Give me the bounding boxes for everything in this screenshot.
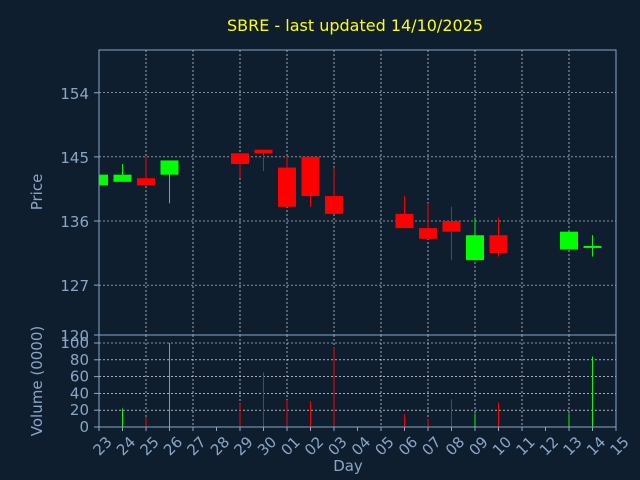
volume-axis-label: Volume (0000) [28,326,46,436]
candle-body [137,178,155,186]
candle-body [466,235,484,261]
x-tick-label: 01 [278,433,304,459]
candles [98,149,602,261]
x-tick-label: 04 [348,433,374,459]
volume-tick-label: 20 [70,401,89,419]
candle-body [160,160,179,175]
x-tick-label: 07 [419,433,445,459]
x-tick-label: 30 [254,433,280,459]
x-tick-label: 26 [160,433,186,459]
x-tick-label: 24 [113,433,139,459]
x-tick-label: 15 [607,433,633,459]
candle-body [419,228,437,239]
candle-body [325,196,343,214]
volume-tick-label: 0 [79,418,89,436]
volume-tick-label: 80 [70,351,89,369]
candle-body [301,156,320,197]
volume-tick-label: 40 [70,384,89,402]
candle-body [489,235,508,254]
x-tick-label: 02 [301,433,327,459]
volume-tick-label: 60 [70,368,89,386]
x-tick-label: 12 [536,433,562,459]
x-tick-label: 10 [489,433,515,459]
volume-panel-frame [98,334,617,428]
price-tick-label: 120 [60,327,89,345]
candle-body [254,149,273,154]
candle-body [583,245,602,248]
x-tick-label: 28 [207,433,233,459]
x-tick-label: 11 [513,433,539,459]
volume-grid [99,335,616,427]
price-tick-label: 127 [60,277,89,295]
x-tick-label: 13 [560,433,586,459]
x-tick-label: 25 [137,433,163,459]
chart-title: SBRE - last updated 14/10/2025 [227,16,483,35]
x-tick-label: 08 [442,433,468,459]
candle-body [395,213,414,229]
x-tick-label: 14 [583,433,609,459]
candle-body [99,174,108,186]
x-tick-label: 06 [395,433,421,459]
price-tick-label: 154 [60,85,89,103]
x-tick-label: 09 [466,433,492,459]
candle-body [231,153,249,164]
price-tick-label: 136 [60,213,89,231]
price-tick-label: 145 [60,149,89,167]
volume-bars [122,343,593,427]
x-tick-label: 05 [372,433,398,459]
candle-body [113,174,132,182]
price-axis-label: Price [28,174,46,211]
price-axis-ticks: 154 145 136 127 120 [60,85,99,345]
volume-tick-label: 100 [60,334,89,352]
x-tick-label: 27 [184,433,210,459]
candle-body [278,167,296,207]
candle-body [442,221,461,232]
x-tick-label: 03 [325,433,351,459]
x-axis-label: Day [333,457,363,475]
price-grid [99,50,616,335]
x-tick-labels: 2324252627282930010203040506070809101112… [90,427,633,459]
x-tick-label: 29 [231,433,257,459]
candle-body [560,231,578,250]
x-tick-label: 23 [90,433,116,459]
